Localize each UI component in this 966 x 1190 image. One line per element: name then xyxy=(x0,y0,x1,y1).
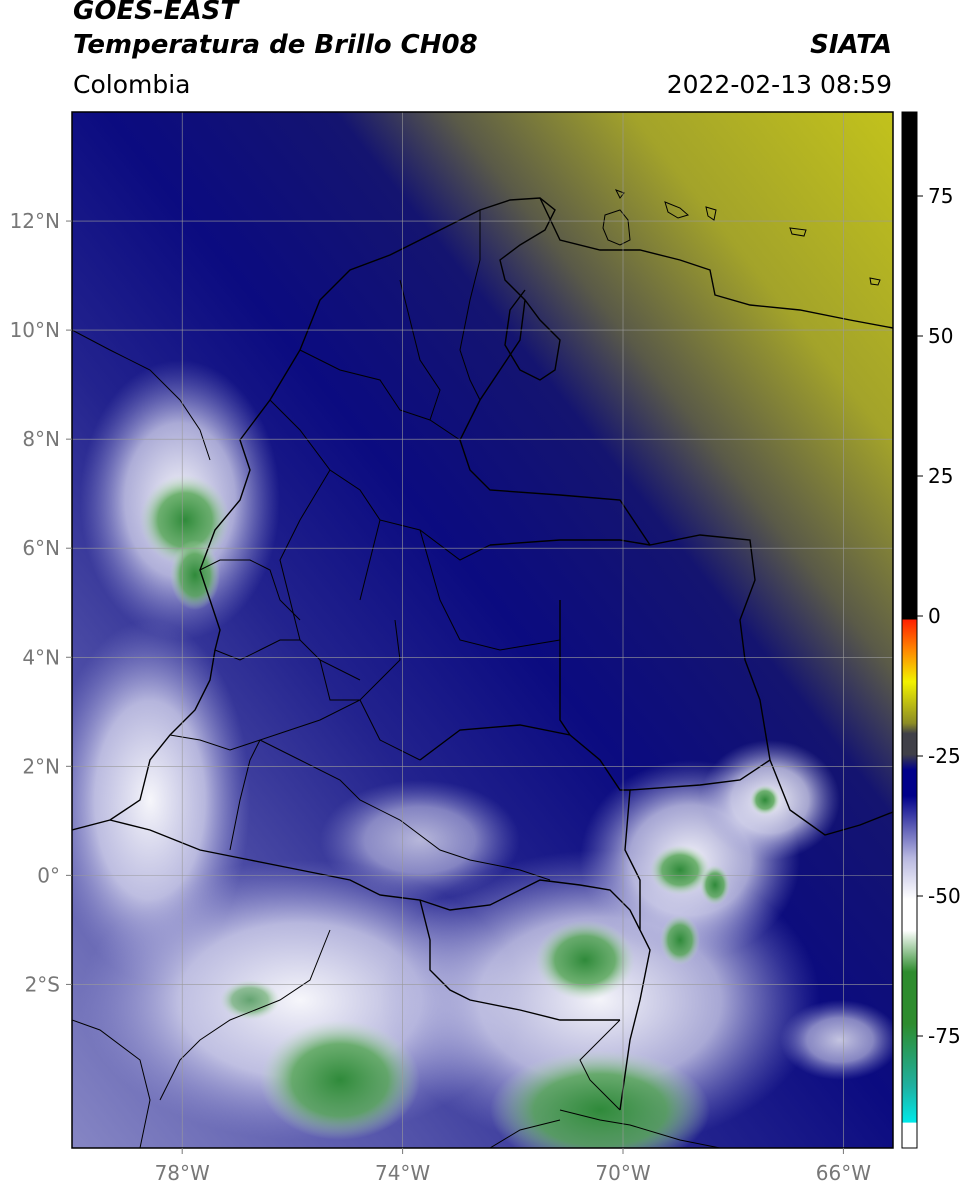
lon-tick-label: 66°W xyxy=(816,1161,871,1185)
colorbar xyxy=(901,111,918,1149)
datetime-label: 2022-02-13 08:59 xyxy=(666,70,892,99)
lat-tick-label: 12°N xyxy=(10,209,60,233)
satellite-title: GOES-EAST xyxy=(73,0,239,26)
lat-tick-label: 4°N xyxy=(22,645,60,669)
colorbar-axis: 75 50 25 0 -25 -50 -75 xyxy=(917,184,961,1048)
lat-tick-label: 6°N xyxy=(22,536,60,560)
colorbar-tick-label: 0 xyxy=(928,604,941,628)
colorbar-tick-label: -50 xyxy=(928,884,961,908)
brightness-temperature-field xyxy=(72,112,893,1148)
colorbar-tick-label: -25 xyxy=(928,744,961,768)
longitude-axis: 78°W 74°W 70°W 66°W xyxy=(155,1148,871,1185)
lat-tick-label: 2°S xyxy=(25,972,60,996)
lat-tick-label: 2°N xyxy=(22,754,60,778)
agency-label: SIATA xyxy=(810,30,892,60)
colorbar-tick-label: 25 xyxy=(928,464,953,488)
colorbar-tick-label: -75 xyxy=(928,1024,961,1048)
colorbar-tick-label: 75 xyxy=(928,184,953,208)
graticule xyxy=(72,112,893,1148)
political-borders xyxy=(72,189,893,1148)
lon-tick-label: 74°W xyxy=(375,1161,430,1185)
product-title: Temperatura de Brillo CH08 xyxy=(73,30,478,60)
region-label: Colombia xyxy=(73,70,191,99)
lat-tick-label: 0° xyxy=(37,863,60,887)
lon-tick-label: 70°W xyxy=(595,1161,650,1185)
lat-tick-label: 10°N xyxy=(10,318,60,342)
latitude-axis: 12°N 10°N 8°N 6°N 4°N 2°N 0° 2°S xyxy=(10,209,72,996)
lon-tick-label: 78°W xyxy=(155,1161,210,1185)
lat-tick-label: 8°N xyxy=(22,427,60,451)
colorbar-tick-label: 50 xyxy=(928,324,953,348)
map-frame xyxy=(71,111,894,1149)
